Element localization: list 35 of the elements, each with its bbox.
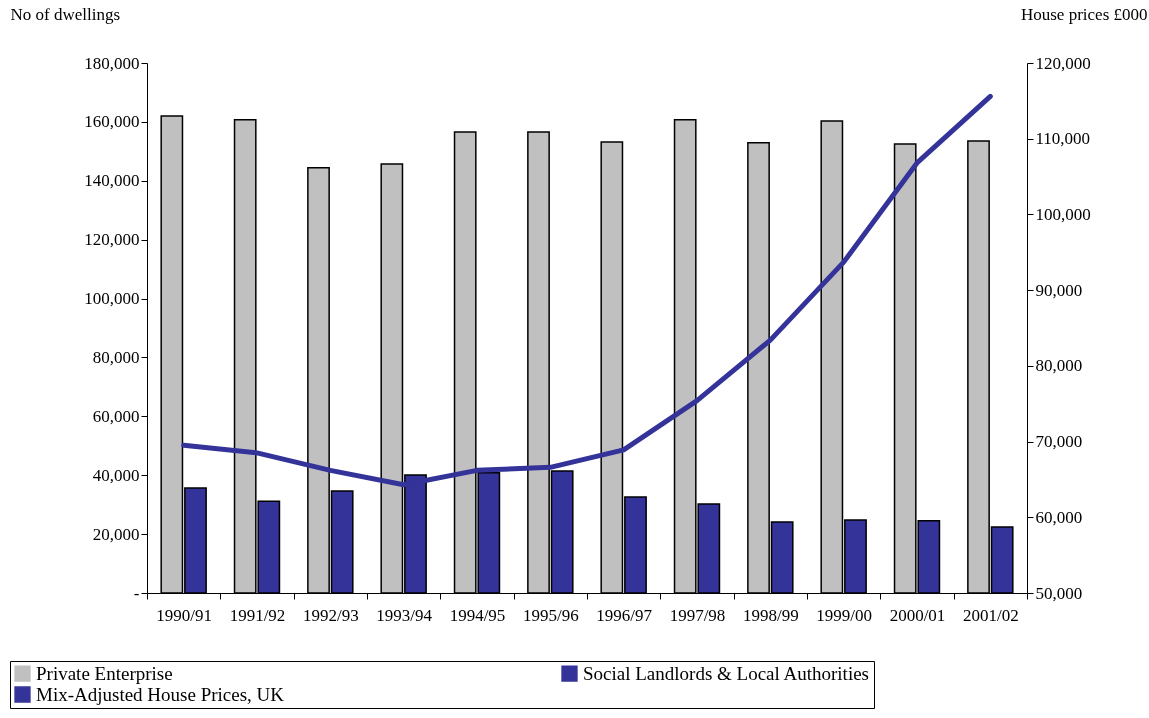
y-tick-label: 140,000 [84, 171, 140, 191]
y2-axis-title: House prices £000 [1020, 4, 1148, 24]
y-tick-label: - [133, 583, 140, 603]
y-tick-label: 100,000 [84, 289, 140, 309]
x-tick-label: 1995/96 [522, 605, 579, 625]
legend-label: Social Landlords & Local Authorities [583, 662, 870, 684]
y-axis-title: No of dwellings [10, 4, 121, 24]
x-tick-label: 1990/91 [156, 605, 213, 625]
y-tick-label: 120,000 [84, 230, 140, 250]
y-tick-label: 40,000 [92, 465, 140, 485]
y-tick-label: 20,000 [92, 524, 140, 544]
y2-tick-label: 120,000 [1035, 53, 1091, 73]
y2-tick-label: 80,000 [1035, 356, 1083, 376]
y2-tick-label: 100,000 [1035, 204, 1091, 224]
legend-label: Mix-Adjusted House Prices, UK [36, 683, 285, 705]
y2-tick-label: 50,000 [1035, 583, 1083, 603]
x-tick-label: 1999/00 [816, 605, 873, 625]
x-tick-label: 1993/94 [376, 605, 433, 625]
y2-tick-label: 90,000 [1035, 280, 1083, 300]
x-tick-label: 1994/95 [449, 605, 506, 625]
y-tick-label: 160,000 [84, 112, 140, 132]
x-tick-label: 1991/92 [229, 605, 286, 625]
x-tick-label: 1992/93 [302, 605, 359, 625]
x-tick-label: 1997/98 [669, 605, 726, 625]
y-tick-label: 60,000 [92, 406, 140, 426]
y2-tick-label: 110,000 [1035, 129, 1091, 149]
x-tick-label: 2000/01 [889, 605, 946, 625]
y-tick-label: 180,000 [84, 53, 140, 73]
y-tick-label: 80,000 [92, 347, 140, 367]
x-tick-label: 1998/99 [742, 605, 799, 625]
legend-label: Private Enterprise [36, 662, 173, 684]
x-tick-label: 2001/02 [962, 605, 1019, 625]
x-tick-label: 1996/97 [596, 605, 653, 625]
y2-tick-label: 70,000 [1035, 432, 1083, 452]
y2-tick-label: 60,000 [1035, 507, 1083, 527]
